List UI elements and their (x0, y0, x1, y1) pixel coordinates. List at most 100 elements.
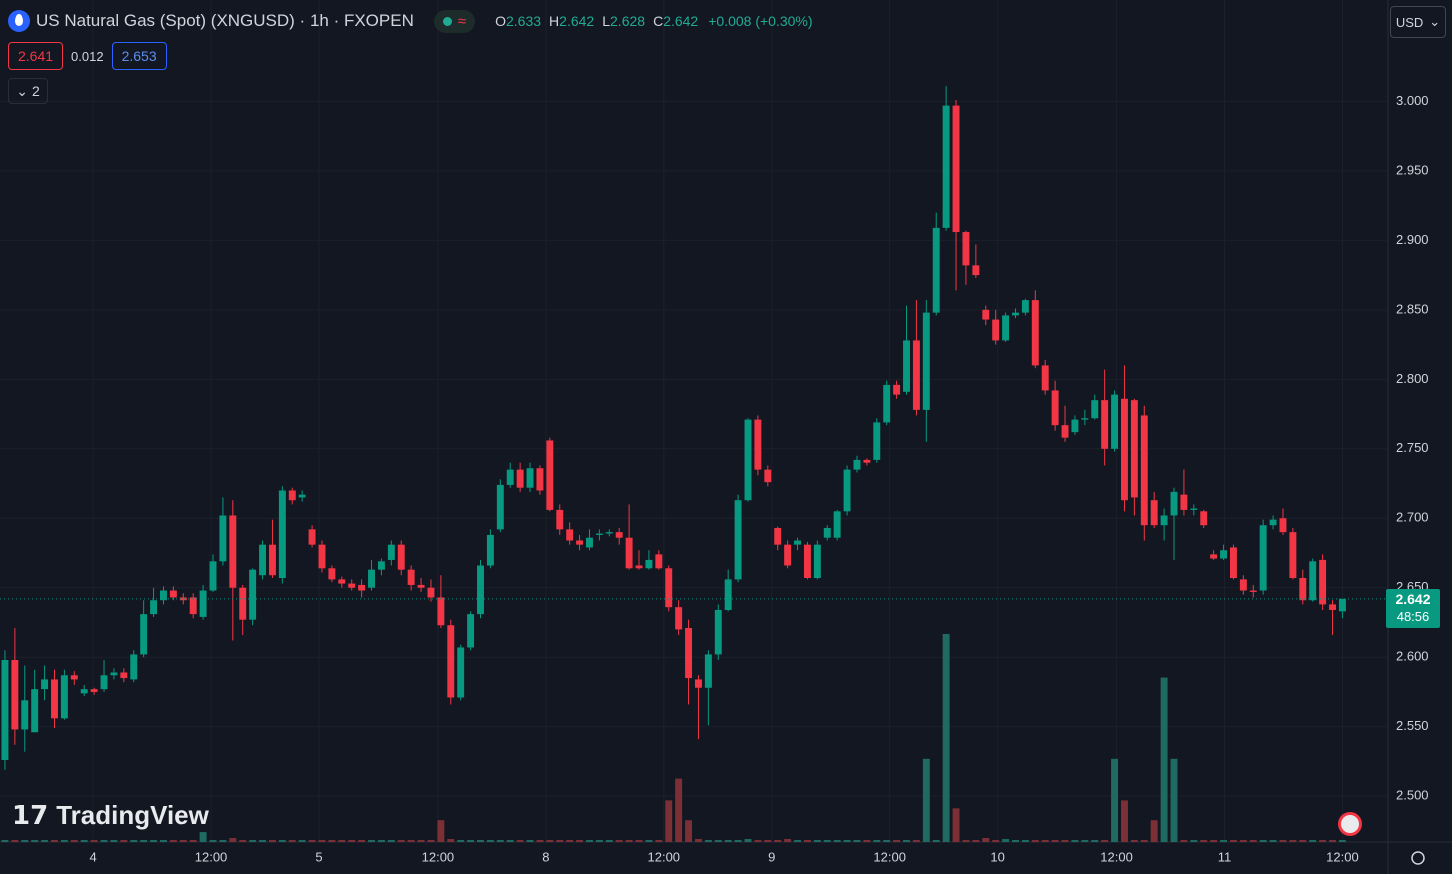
volume-bar (813, 840, 821, 842)
volume-bar (1071, 840, 1079, 842)
candle-body (694, 679, 702, 688)
candle-body (685, 628, 693, 679)
candle-body (566, 529, 574, 541)
candle-body (1121, 398, 1128, 501)
candle-body (368, 569, 375, 588)
volume-bar (526, 840, 534, 842)
volume-bar (903, 840, 910, 842)
volume-bar (843, 840, 851, 842)
buy-button[interactable]: 2.653 (111, 42, 167, 70)
x-tick-label: 8 (542, 849, 549, 864)
candle-body (803, 544, 811, 579)
volume-bar (219, 840, 227, 842)
volume-bar (169, 840, 177, 842)
volume-bar (506, 840, 514, 842)
candle-body (110, 672, 118, 676)
volume-bar (348, 840, 356, 842)
sell-button[interactable]: 2.641 (8, 42, 64, 70)
candle-body (51, 679, 58, 719)
candle-body (90, 689, 98, 692)
volume-bar (675, 778, 683, 842)
volume-bar (704, 840, 712, 842)
y-tick-label: 2.500 (1396, 788, 1429, 803)
candle-body (338, 579, 346, 584)
volume-bar (120, 840, 128, 842)
x-tick-label: 4 (90, 849, 97, 864)
volume-bar (754, 840, 762, 842)
volume-bar (734, 840, 742, 842)
candle-body (259, 544, 267, 576)
currency-select[interactable]: USD ⌄ (1390, 6, 1446, 38)
volume-bar (595, 840, 603, 842)
candle-body (239, 587, 247, 620)
volume-bar (486, 840, 494, 842)
volume-bar (397, 840, 405, 842)
volume-bar (1229, 840, 1237, 842)
volume-bar (853, 840, 861, 842)
candle-body (1140, 415, 1148, 526)
volume-bar (457, 840, 465, 842)
volume-bar (774, 840, 782, 842)
candle-body (1, 659, 9, 761)
volume-bar (962, 840, 970, 842)
candle-body (1249, 590, 1257, 592)
volume-bar (1150, 820, 1158, 842)
volume-bar (1329, 840, 1336, 842)
volume-bar (784, 839, 792, 842)
volume-bar (1210, 840, 1218, 842)
candle-body (130, 654, 138, 680)
candle-body (982, 309, 990, 320)
x-tick-label: 12:00 (422, 849, 455, 864)
volume-bar (1319, 840, 1327, 842)
volume-bar (566, 840, 574, 842)
ohlc-key: H (549, 13, 560, 29)
candle-body (764, 469, 772, 483)
candle-body (1239, 579, 1247, 591)
candle-body (635, 565, 643, 569)
candle-body (526, 468, 534, 488)
volume-bar (229, 838, 237, 842)
volume-bar (1190, 840, 1198, 842)
candle-body (278, 490, 286, 579)
volume-bar (1289, 840, 1297, 842)
volume-bar (1279, 840, 1287, 842)
volume-bar (1239, 840, 1247, 842)
candle-body (1170, 491, 1178, 516)
volume-bar (1180, 840, 1188, 842)
volume-bar (417, 840, 425, 842)
symbol-title[interactable]: US Natural Gas (Spot) (XNGUSD) · 1h · FX… (36, 11, 414, 30)
candle-body (546, 440, 554, 510)
candle-body (169, 590, 177, 598)
candle-body (576, 540, 584, 545)
candle-body (467, 614, 475, 648)
candle-body (516, 469, 524, 488)
candle-body (754, 419, 762, 470)
indicators-toggle[interactable]: ⌄ 2 (8, 78, 48, 104)
volume-bar (1249, 840, 1257, 842)
settings-icon[interactable] (1411, 851, 1425, 865)
volume-bar (338, 840, 346, 842)
candle-body (665, 568, 673, 608)
volume-bar (1101, 840, 1109, 842)
volume-bar (1061, 840, 1069, 842)
candle-body (1041, 365, 1049, 391)
volume-bar (536, 840, 544, 842)
x-tick-label: 9 (768, 849, 775, 864)
x-tick-label: 12:00 (873, 849, 906, 864)
candle-body (1081, 418, 1089, 420)
candle-body (863, 459, 871, 463)
volume-bar (51, 840, 58, 842)
volume-bar (11, 840, 19, 842)
market-status[interactable]: ≈ (433, 9, 476, 33)
logo-text: TradingView (56, 800, 209, 830)
volume-bar (477, 840, 484, 842)
candle-body (645, 559, 653, 569)
candle-body (873, 422, 881, 460)
volume-bar (70, 840, 78, 842)
candle-body (120, 672, 128, 679)
y-tick-label: 2.750 (1396, 440, 1429, 455)
candle-body (268, 544, 276, 576)
volume-bar (278, 840, 286, 842)
volume-bar (387, 840, 395, 842)
